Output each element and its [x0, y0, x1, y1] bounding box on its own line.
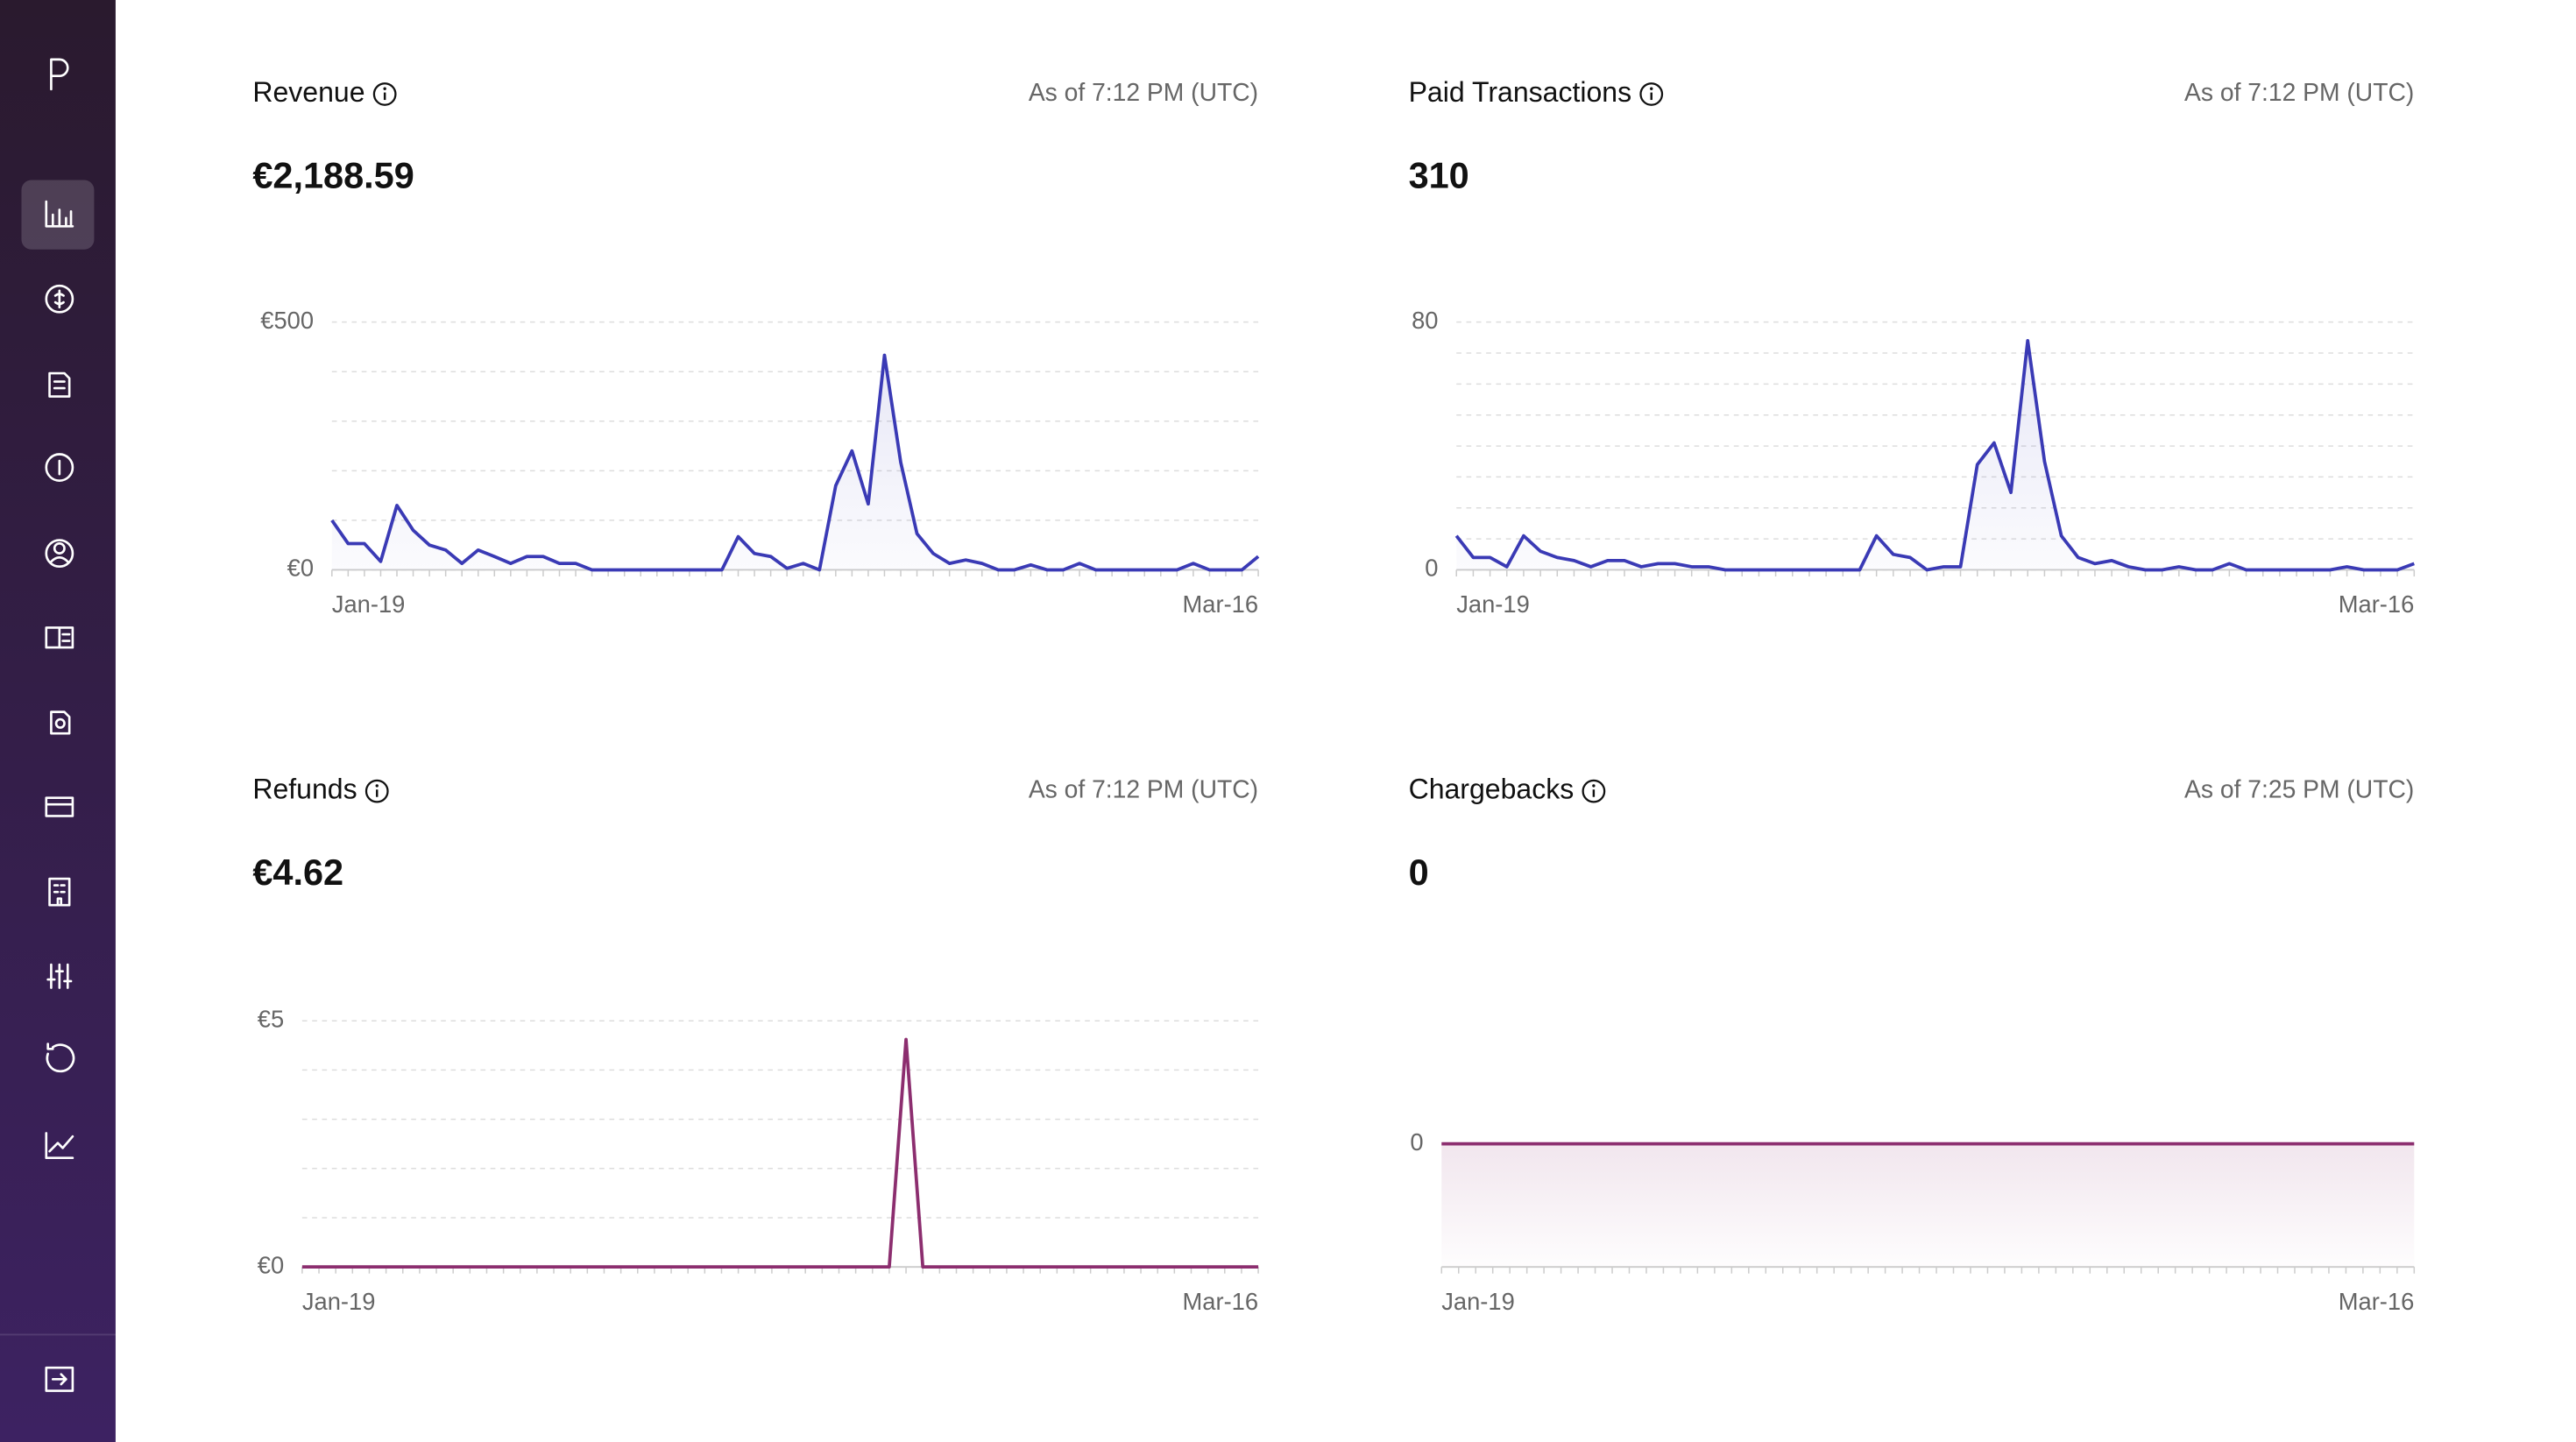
collapse-sidebar[interactable] [45, 1366, 74, 1392]
y-tick-label: 80 [1412, 307, 1438, 334]
chart-card: Revenue As of 7:12 PM (UTC) €2,188.59 €0 €50… [252, 76, 1260, 618]
y-tick-label: 0 [1425, 555, 1438, 582]
chart-subtitle: As of 7:25 PM (UTC) [2184, 775, 2414, 803]
chart-title: Chargebacks [1409, 774, 1575, 805]
line [330, 353, 1260, 572]
nav-business[interactable] [48, 877, 71, 907]
nav-cards[interactable] [45, 796, 74, 817]
x-tick-label: Mar-16 [1183, 590, 1259, 618]
x-tick-label: Jan-19 [1441, 1288, 1515, 1315]
sidebar [0, 0, 116, 1442]
nav-customers[interactable] [45, 539, 74, 569]
nav-analytics[interactable] [45, 200, 74, 228]
area [1441, 1143, 2415, 1268]
x-tick-label: Jan-19 [302, 1288, 376, 1315]
chart-subtitle: As of 7:12 PM (UTC) [1029, 78, 1258, 106]
info-icon[interactable] [364, 779, 389, 803]
chart-subtitle: As of 7:12 PM (UTC) [2184, 78, 2414, 106]
info-icon[interactable] [1582, 779, 1606, 803]
chart-subtitle: As of 7:12 PM (UTC) [1029, 775, 1258, 803]
x-tick-label: Mar-16 [2339, 1288, 2415, 1315]
x-tick-label: Jan-19 [332, 590, 406, 618]
nav-documents[interactable] [48, 371, 71, 398]
y-tick-label: 0 [1410, 1128, 1423, 1156]
chart-card: Chargebacks As of 7:25 PM (UTC) 0 0 Jan-19 Ma… [1409, 774, 2416, 1315]
info-dot [375, 784, 379, 788]
nav-selected [21, 180, 95, 250]
chart-title: Refunds [252, 774, 357, 805]
nav-history[interactable] [46, 1043, 75, 1073]
chart-title: Paid Transactions [1409, 76, 1632, 108]
y-tick-label: €0 [258, 1251, 284, 1278]
x-tick-label: Jan-19 [1456, 590, 1530, 618]
chart-card: Paid Transactions As of 7:12 PM (UTC) 310 0… [1409, 76, 2416, 618]
x-tick-label: Mar-16 [1183, 1288, 1259, 1315]
info-circle [372, 82, 397, 106]
info-icon[interactable] [372, 82, 397, 106]
nav-settings[interactable] [46, 963, 73, 989]
area [1456, 340, 2415, 570]
y-tick-label: €500 [260, 307, 314, 334]
y-tick-label: €0 [287, 555, 314, 582]
info-icon[interactable] [1639, 82, 1664, 106]
area [331, 355, 1259, 570]
nav-subscriptions[interactable] [45, 453, 74, 482]
chart-card: Refunds As of 7:12 PM (UTC) €4.62 €0 €5 Jan-1… [252, 774, 1259, 1315]
headline-value: €2,188.59 [252, 155, 414, 196]
headline-value: 310 [1409, 155, 1469, 196]
x-tick-label: Mar-16 [2339, 590, 2415, 618]
headline-value: €4.62 [252, 852, 343, 893]
nav-trends[interactable] [45, 1132, 74, 1160]
nav-payments[interactable] [45, 284, 74, 314]
info-circle [1639, 82, 1664, 106]
headline-value: 0 [1409, 852, 1429, 893]
y-tick-label: €5 [258, 1005, 284, 1032]
nav-reports[interactable] [50, 710, 71, 735]
line [301, 1037, 1259, 1269]
info-dot [1592, 784, 1596, 788]
info-circle [364, 779, 389, 803]
info-dot [383, 87, 386, 90]
info-dot [1650, 87, 1653, 90]
chart-title: Revenue [252, 76, 364, 108]
info-circle [1582, 779, 1606, 803]
nav-catalog[interactable] [45, 626, 74, 649]
logo[interactable] [50, 58, 69, 91]
line [1454, 338, 2415, 572]
